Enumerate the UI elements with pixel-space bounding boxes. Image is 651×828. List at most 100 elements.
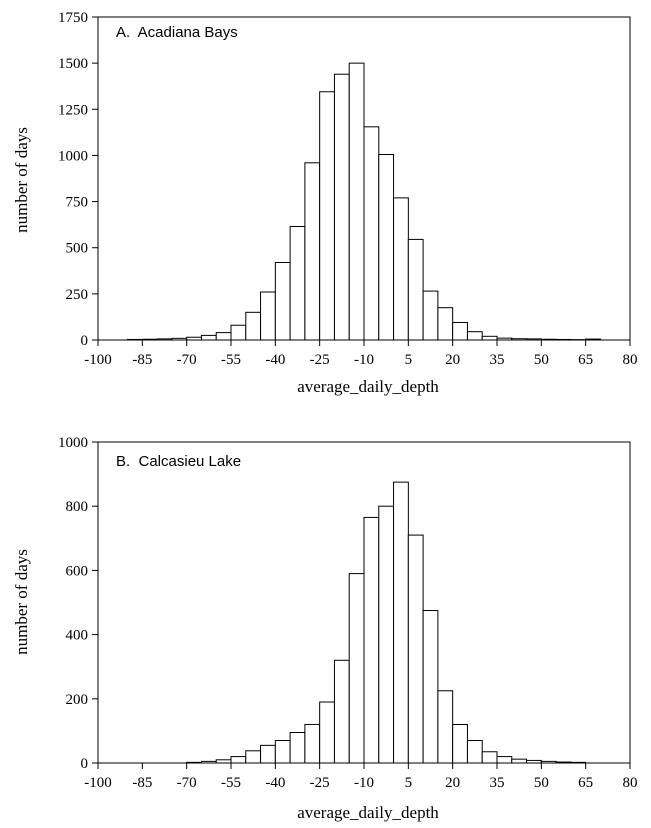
panel-b-bar [215,759,232,764]
panel-b-bar [304,723,321,764]
panel-a-x-tick-label: 50 [534,352,549,368]
panel-a-bar [156,338,173,341]
panel-b-bar [186,761,202,764]
panel-b-bar [526,759,542,764]
panel-b-x-tick-label: 50 [534,775,549,791]
panel-a-y-tick-label: 750 [66,195,89,211]
panel-a-x-tick-label: 35 [490,352,505,368]
panel-a-bar [245,311,262,341]
panel-b-x-ticks: -100 -85 -70 -55 -40 -25 -10 5 20 35 50 65 80 [84,763,638,791]
panel-a-bar [496,337,513,341]
panel-a-x-axis-label: average_daily_depth [297,377,439,396]
panel-b-bars [186,481,587,764]
panel-a-bar [452,321,468,341]
panel-b-bar [348,573,365,764]
panel-a-bar [378,154,395,341]
panel-b-bar [319,701,335,764]
panel-a-bar [555,338,572,341]
panel-b-x-tick-label: -10 [354,775,374,791]
panel-b-x-tick-label: -55 [221,775,241,791]
panel-b-x-tick-label: -100 [84,775,112,791]
panel-b-title: B. Calcasieu Lake [116,453,241,470]
panel-b-bar [378,505,395,764]
panel-a-y-axis-label: number of days [12,127,31,233]
panel-a-bar [526,338,542,341]
panel-b-y-ticks: 0 200 400 600 800 1000 [58,435,98,772]
panel-b-bar [511,758,528,764]
panel-a-histogram: A. Acadiana Bays average_daily_depth num… [12,10,638,396]
panel-b-bar [570,761,587,764]
panel-b-bar [422,610,439,764]
panel-b-bar [245,750,262,764]
panel-a-x-tick-label: -100 [84,352,112,368]
panel-a-y-tick-label: 250 [66,287,89,303]
panel-a-bar [274,261,291,341]
panel-a-bar [481,335,498,341]
panel-b-bar [466,740,483,764]
panel-a-bar [422,290,439,341]
panel-a-bar [289,225,306,341]
panel-b-x-tick-label: -85 [132,775,152,791]
panel-a-x-tick-label: 20 [445,352,460,368]
panel-b-bar [437,690,454,764]
panel-a-y-tick-label: 0 [81,333,89,349]
panel-b-x-tick-label: 5 [405,775,413,791]
panel-a-y-ticks: 0 250 500 750 1000 1250 1500 1750 [58,10,98,349]
panel-a-y-tick-label: 500 [66,241,89,257]
panel-a-y-tick-label: 1500 [58,56,88,72]
panel-a-bar [215,332,232,341]
panel-b-x-tick-label: -70 [177,775,197,791]
panel-a-bar [230,324,247,341]
panel-b-bar [260,744,276,764]
panel-a-bar [363,126,380,341]
panel-a-bar [540,338,557,341]
panel-a-x-tick-label: -40 [265,352,285,368]
panel-b-histogram: B. Calcasieu Lake average_daily_depth nu… [12,435,638,822]
panel-a-y-tick-label: 1000 [58,148,88,164]
panel-b-y-axis-label: number of days [12,549,31,655]
panel-a-bar [407,238,424,341]
panel-a-bar [437,307,454,341]
panel-a-x-tick-label: -70 [177,352,197,368]
panel-b-y-tick-label: 400 [66,628,89,644]
panel-a-bar [348,62,365,341]
panel-a-x-tick-label: 65 [578,352,593,368]
panel-b-x-tick-label: -40 [265,775,285,791]
panel-a-bar [511,338,528,341]
panel-b-bar [333,659,350,764]
panel-b-y-tick-label: 800 [66,499,89,515]
panel-b-y-tick-label: 600 [66,563,89,579]
panel-a-x-tick-label: -85 [132,352,152,368]
panel-a-bar [260,291,276,341]
panel-b-x-tick-label: 20 [445,775,460,791]
panel-a-bar [171,337,188,341]
panel-b-bar [289,732,306,764]
panel-a-x-ticks: -100 -85 -70 -55 -40 -25 -10 5 20 35 50 65 80 [84,340,638,368]
panel-a-bar [141,338,158,341]
panel-a-x-tick-label: 80 [623,352,638,368]
panel-b-x-tick-label: 65 [578,775,593,791]
panel-b-y-tick-label: 1000 [58,435,88,451]
panel-a-x-tick-label: -25 [310,352,330,368]
panel-b-bar [481,751,498,764]
panel-a-x-tick-label: -10 [354,352,374,368]
panel-b-x-axis-label: average_daily_depth [297,803,439,822]
panel-b-bar [540,760,557,764]
panel-a-bar [200,334,217,341]
panel-a-bar [127,338,143,341]
panel-a-x-tick-label: 5 [405,352,413,368]
panel-b-bar [274,740,291,764]
panel-a-bar [585,338,601,341]
panel-a-bar [304,162,321,341]
panel-a-bar [319,91,335,341]
panel-b-y-tick-label: 0 [81,756,89,772]
panel-b-bar [496,756,513,764]
panel-b-x-tick-label: 35 [490,775,505,791]
panel-a-bars [127,62,601,341]
panel-a-y-tick-label: 1250 [58,102,88,118]
panel-a-y-tick-label: 1750 [58,10,88,26]
panel-a-bar [466,331,483,341]
panel-a-bar [393,197,409,341]
panel-a-title: A. Acadiana Bays [116,24,238,41]
panel-b-bar [452,723,468,764]
